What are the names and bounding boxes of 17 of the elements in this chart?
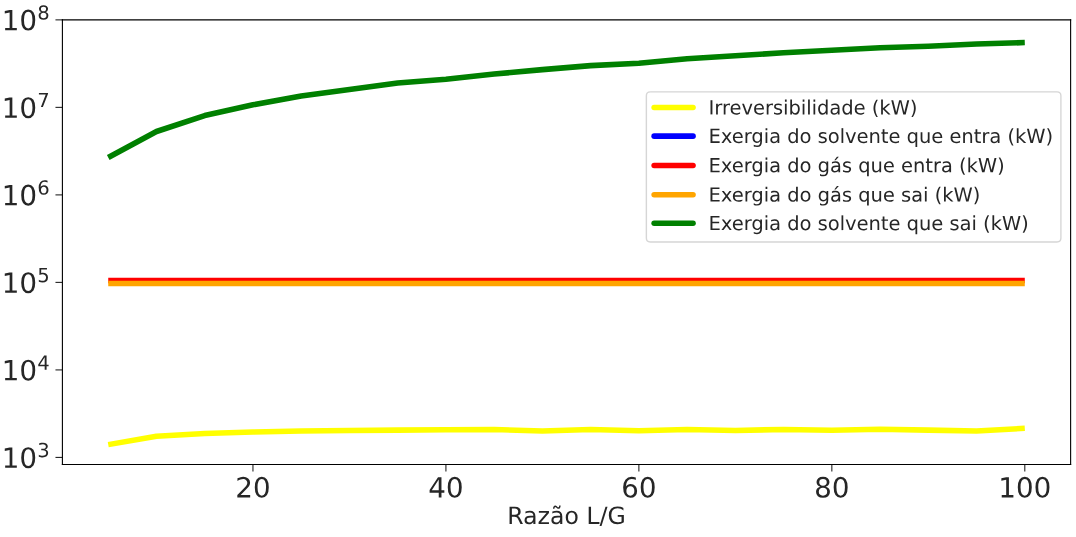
legend-label: Exergia do gás que sai (kW) (710, 186, 979, 206)
legend-label: Exergia do solvente que sai (kW) (710, 215, 1028, 235)
legend-label: Exergia do solvente que entra (kW) (710, 128, 1052, 147)
legend-label: Irreversibilidade (kW) (710, 99, 916, 117)
y-tick-label: 10$^{3}$ (4, 442, 49, 469)
x-tick-label: 100 (1001, 476, 1050, 498)
x-tick-label: 20 (237, 476, 269, 498)
x-tick-label: 60 (623, 476, 655, 498)
y-tick-label: 10$^{6}$ (4, 180, 49, 206)
y-tick-label: 10$^{7}$ (4, 92, 49, 119)
legend-label: Exergia do gás que entra (kW) (710, 156, 1004, 177)
x-tick-label: 40 (429, 476, 462, 498)
x-axis-title: Razão L/G (509, 505, 624, 527)
y-tick-label: 10$^{8}$ (4, 5, 49, 31)
x-tick-label: 80 (816, 476, 848, 498)
y-tick-label: 10$^{4}$ (4, 355, 49, 381)
y-tick-label: 10$^{5}$ (4, 267, 48, 294)
